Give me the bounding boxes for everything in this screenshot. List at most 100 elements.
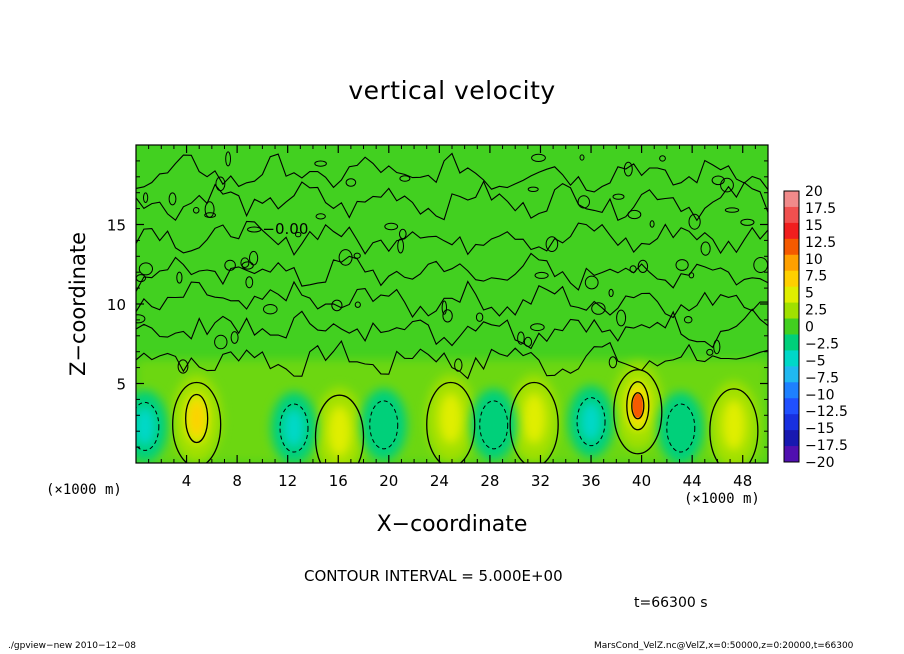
contour-small bbox=[534, 271, 549, 279]
contour-positive bbox=[613, 369, 663, 455]
contour-small bbox=[399, 175, 411, 182]
contour-small bbox=[384, 222, 399, 231]
contour-lines bbox=[136, 151, 768, 463]
colorbar-swatch bbox=[784, 206, 799, 224]
colorbar-swatch bbox=[784, 302, 799, 320]
colorbar-label: 10 bbox=[805, 252, 823, 268]
contour-small bbox=[530, 323, 545, 332]
colorbar-label: 15 bbox=[805, 218, 823, 234]
colorbar-label: 20 bbox=[805, 184, 823, 200]
contour-small bbox=[247, 226, 262, 233]
contour-small bbox=[608, 356, 618, 369]
feature-core bbox=[670, 408, 692, 448]
colorbar-swatch bbox=[784, 334, 799, 351]
colorbar-label: 7.5 bbox=[805, 269, 827, 285]
colorbar-frame bbox=[783, 190, 800, 463]
y-tick-label: 15 bbox=[107, 217, 126, 235]
contour-small bbox=[314, 160, 327, 167]
colorbar-label: 12.5 bbox=[805, 235, 836, 251]
contour-zero bbox=[136, 308, 768, 350]
contour-small bbox=[531, 153, 546, 162]
contour-negative bbox=[576, 397, 606, 447]
contour-small bbox=[263, 304, 278, 315]
contour-small bbox=[345, 178, 357, 187]
feature-max bbox=[632, 393, 643, 418]
y-tick-label: 10 bbox=[107, 296, 126, 314]
footer-left: ./gpview−new 2010−12−08 bbox=[8, 641, 136, 651]
contour-zero bbox=[136, 339, 768, 380]
colorbar-swatch bbox=[784, 430, 799, 447]
contour-negative bbox=[136, 401, 160, 451]
contour-label: −0.00 bbox=[262, 220, 308, 238]
colorbar-label: −12.5 bbox=[805, 404, 848, 420]
contour-small bbox=[591, 302, 606, 315]
contour-small bbox=[688, 272, 695, 279]
colorbar-label: 17.5 bbox=[805, 201, 836, 217]
contour-zero bbox=[136, 280, 768, 319]
colorbar-label: −7.5 bbox=[805, 370, 839, 386]
contour-small bbox=[711, 175, 725, 186]
x-unit-label-left: (×1000 m) bbox=[46, 482, 122, 498]
contour-small bbox=[240, 257, 250, 269]
contour-negative bbox=[369, 400, 399, 450]
contour-small bbox=[720, 177, 734, 193]
colorbar-swatch bbox=[784, 318, 799, 335]
contour-small bbox=[214, 334, 228, 350]
contour-small bbox=[688, 213, 701, 230]
colorbar-swatch bbox=[784, 222, 799, 240]
colorbar-swatch bbox=[784, 270, 799, 288]
contour-small bbox=[517, 331, 525, 345]
contour-small bbox=[584, 275, 599, 290]
colorbar-label: 0 bbox=[805, 320, 814, 336]
contour-small bbox=[177, 359, 189, 374]
colorbar-label: −10 bbox=[805, 387, 835, 403]
contour-small bbox=[475, 312, 484, 322]
y-tick-label: 5 bbox=[116, 376, 126, 394]
x-tick-label: 28 bbox=[480, 472, 499, 490]
contour-negative bbox=[666, 403, 696, 453]
contour-small bbox=[706, 348, 714, 356]
contour-small bbox=[353, 252, 361, 259]
colorbar-swatch bbox=[784, 398, 799, 415]
y-axis-label: Z−coordinate bbox=[66, 232, 90, 376]
contour-positive-inner bbox=[626, 381, 650, 431]
contour-small bbox=[143, 192, 149, 203]
colorbar-swatch bbox=[784, 366, 799, 383]
x-tick-label: 24 bbox=[430, 472, 449, 490]
x-axis-label: X−coordinate bbox=[376, 512, 528, 537]
contour-zero bbox=[136, 252, 768, 292]
contour-small bbox=[399, 228, 407, 240]
field-layer: −0.00 bbox=[136, 151, 768, 463]
time-label: t=66300 s bbox=[634, 595, 708, 611]
colorbar-label: −2.5 bbox=[805, 336, 839, 352]
feature-core bbox=[327, 405, 352, 457]
contour-zero bbox=[136, 180, 768, 222]
chart-title: vertical velocity bbox=[348, 76, 556, 105]
contour-small bbox=[204, 201, 215, 218]
contour-small bbox=[192, 207, 200, 214]
contour-small bbox=[397, 238, 405, 254]
contour-small bbox=[315, 213, 326, 220]
contour-small bbox=[629, 265, 637, 274]
feature-core bbox=[483, 405, 505, 445]
contour-positive bbox=[172, 381, 222, 463]
x-tick-label: 4 bbox=[182, 472, 192, 490]
contour-negative bbox=[479, 400, 509, 450]
feature-core bbox=[721, 399, 746, 451]
colorbar-label: −15 bbox=[805, 421, 835, 437]
contour-small bbox=[224, 259, 236, 271]
contour-small bbox=[612, 193, 625, 200]
contour-small bbox=[136, 314, 146, 324]
contour-small bbox=[545, 236, 559, 253]
contour-small bbox=[215, 176, 226, 192]
colorbar-swatch bbox=[784, 414, 799, 431]
colorbar-swatch bbox=[784, 286, 799, 304]
contour-small bbox=[138, 262, 153, 276]
colorbar-label: 2.5 bbox=[805, 303, 827, 319]
contour-positive bbox=[509, 381, 559, 463]
colorbar-label: −20 bbox=[805, 455, 835, 471]
contour-positive-inner bbox=[185, 393, 209, 444]
x-tick-label: 16 bbox=[329, 472, 348, 490]
